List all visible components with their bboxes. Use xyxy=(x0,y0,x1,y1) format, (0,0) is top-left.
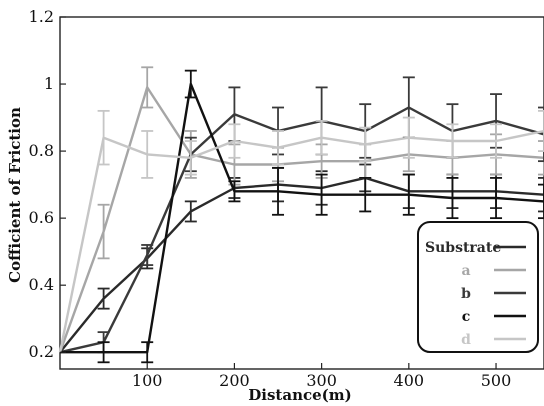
legend-label: Substrate xyxy=(425,240,501,256)
legend-label: d xyxy=(461,332,471,348)
error-bar xyxy=(490,123,503,159)
error-bar xyxy=(315,173,328,216)
error-bar xyxy=(184,200,197,223)
error-bar xyxy=(538,177,544,213)
legend-label: c xyxy=(462,309,471,325)
y-tick-label: 1 xyxy=(44,74,54,93)
error-bar xyxy=(446,123,459,159)
error-bar xyxy=(184,140,197,176)
error-bar xyxy=(315,120,328,156)
error-bar xyxy=(184,69,197,99)
x-tick-label: 300 xyxy=(306,371,337,390)
legend-box xyxy=(417,221,539,353)
series-c xyxy=(60,69,544,364)
ticks-layer: 0.2 0.4 0.6 0.8 1 1.2 100 200 300 400 500 xyxy=(29,7,512,390)
error-bar xyxy=(97,109,110,166)
series-line xyxy=(58,129,544,353)
legend-label: a xyxy=(461,263,470,279)
x-tick-label: 100 xyxy=(132,371,163,390)
y-axis-title: Cofficient of Friction xyxy=(6,107,24,283)
series-line xyxy=(59,106,544,354)
error-bar xyxy=(272,166,285,216)
y-tick-label: 1.2 xyxy=(29,7,54,26)
error-bar xyxy=(141,341,154,364)
error-bar xyxy=(97,341,110,364)
y-tick-label: 0.8 xyxy=(29,141,54,160)
error-bar xyxy=(446,177,459,220)
y-tick-label: 0.2 xyxy=(29,342,54,361)
series-layer xyxy=(58,66,544,364)
error-bar xyxy=(228,123,241,159)
y-tick-label: 0.4 xyxy=(29,275,54,294)
x-tick-label: 500 xyxy=(481,371,512,390)
error-bar xyxy=(97,287,110,310)
series-line xyxy=(60,82,544,354)
x-tick-label: 400 xyxy=(394,371,425,390)
error-bar xyxy=(141,66,154,109)
error-bar xyxy=(402,116,415,159)
error-bar xyxy=(538,140,544,176)
error-bar xyxy=(141,244,154,266)
error-bar xyxy=(359,126,372,163)
x-axis-title: Distance(m) xyxy=(248,386,351,404)
error-bar xyxy=(228,180,241,203)
series-d xyxy=(58,109,544,353)
series-line xyxy=(58,86,544,353)
error-bar xyxy=(538,183,544,220)
error-bar xyxy=(97,203,110,260)
error-bar xyxy=(402,173,415,216)
error-bar xyxy=(490,177,503,220)
legend-label: b xyxy=(461,286,471,302)
y-tick-label: 0.6 xyxy=(29,208,54,227)
error-bar xyxy=(538,106,544,163)
error-bar xyxy=(272,130,285,166)
error-bar xyxy=(538,109,544,152)
plot-frame xyxy=(59,16,544,370)
error-bar xyxy=(141,130,154,179)
series-line xyxy=(59,176,544,353)
error-bar xyxy=(359,177,372,213)
x-tick-label: 200 xyxy=(219,371,250,390)
